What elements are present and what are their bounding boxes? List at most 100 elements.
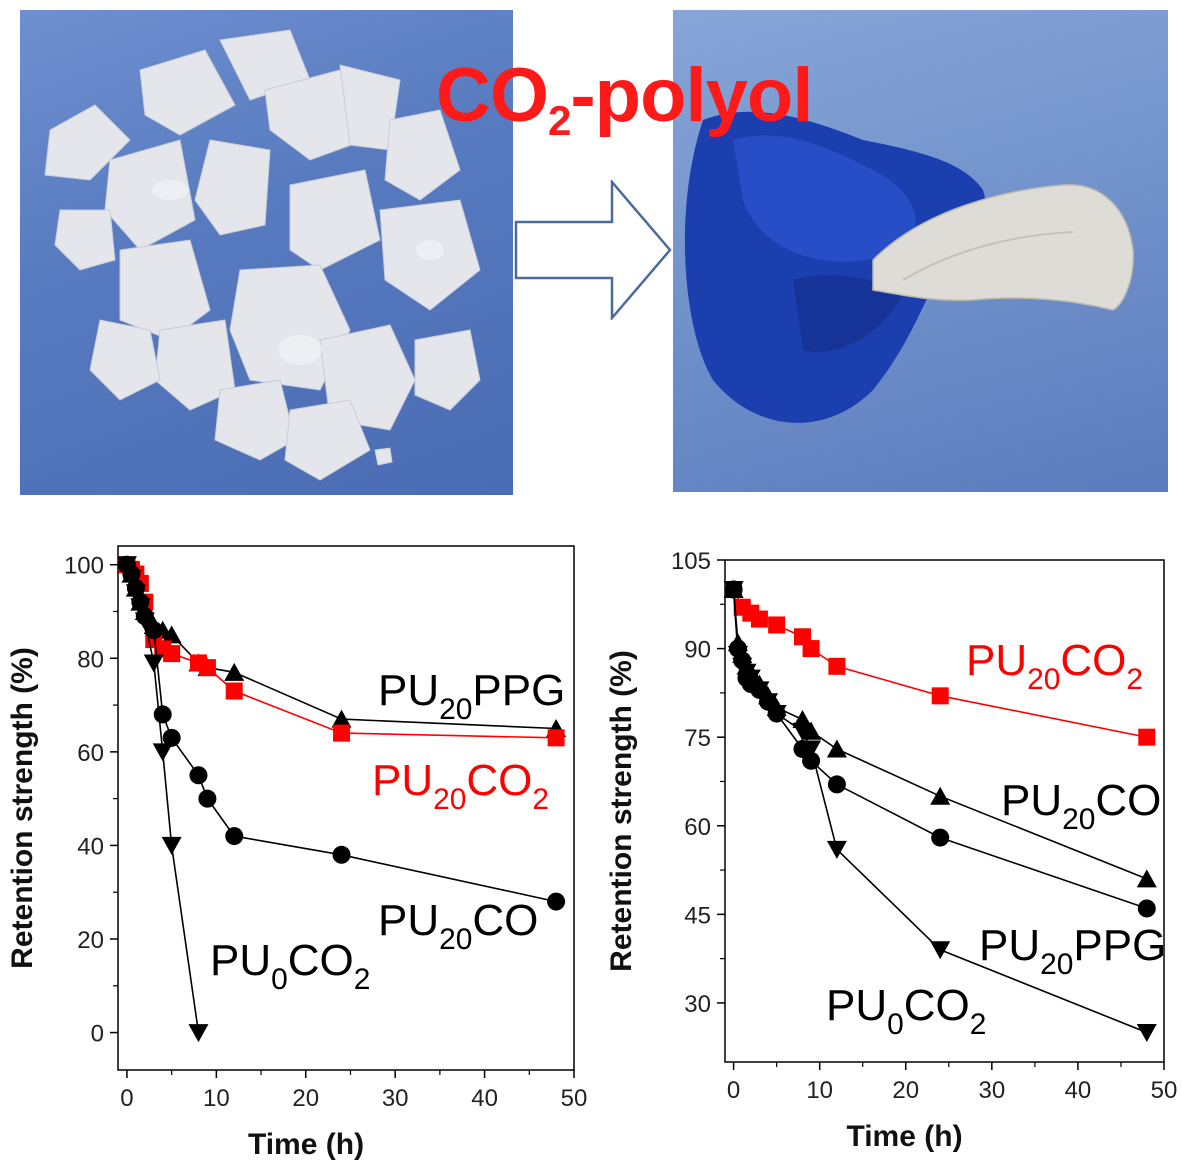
y-tick-label: 105 — [671, 548, 711, 575]
data-point-pu0co2 — [143, 654, 164, 673]
data-point-pu20co2 — [750, 610, 768, 628]
data-point-pu0co2 — [723, 581, 744, 600]
data-point-pu0co2 — [766, 705, 787, 724]
data-point-pu0co2 — [1136, 1023, 1157, 1042]
y-tick-label: 100 — [64, 553, 104, 580]
series-label-pu0co2: PU0CO2 — [210, 936, 370, 996]
data-point-pu20co2 — [333, 724, 351, 742]
data-point-pu20co2 — [198, 659, 216, 677]
chart-right-series — [723, 580, 1157, 1042]
film-fragments-illustration — [44, 29, 481, 481]
right-arrow-icon — [514, 180, 672, 320]
data-point-pu20ppg — [161, 625, 182, 644]
x-tick-label: 20 — [292, 1085, 319, 1112]
x-tick-label: 50 — [561, 1085, 588, 1112]
plot-frame — [724, 559, 1165, 1063]
data-point-pu20co — [547, 892, 566, 911]
chart-left-axes: 0 10 20 30 40 50 0 20 40 60 80 100 Time (h) Retention… — [6, 545, 588, 1161]
series-label-pu20ppg: PU20PPG — [378, 666, 565, 726]
data-point-pu20ppg — [931, 828, 950, 847]
y-tick-label: 40 — [77, 833, 104, 860]
data-point-pu20co — [144, 621, 163, 640]
x-tick-label: 10 — [806, 1077, 833, 1104]
headline-rest: -polyol — [570, 53, 813, 138]
data-point-pu0co2 — [727, 645, 748, 664]
y-tick-label: 60 — [77, 740, 104, 767]
data-point-pu20co — [162, 728, 181, 747]
x-tick-label: 30 — [978, 1077, 1005, 1104]
y-tick-label: 90 — [684, 637, 711, 664]
series-label-pu0co2: PU0CO2 — [826, 981, 986, 1041]
y-tick-label: 45 — [684, 902, 711, 929]
x-tick-label: 40 — [471, 1085, 498, 1112]
data-point-pu20co — [1136, 869, 1157, 888]
chart-left-series — [116, 555, 567, 1043]
photo-flexible-film — [673, 10, 1168, 492]
data-point-pu20co — [930, 786, 951, 805]
data-point-pu0co2 — [152, 743, 173, 762]
y-tick-label: 60 — [684, 814, 711, 841]
series-label-pu20co: PU20CO — [1001, 776, 1161, 836]
headline-main: CO — [436, 53, 549, 138]
data-point-pu20co — [225, 827, 244, 846]
data-point-pu0co2 — [188, 1024, 209, 1043]
data-point-pu0co2 — [161, 836, 182, 855]
data-point-pu20ppg — [224, 662, 245, 681]
x-tick-label: 30 — [382, 1085, 409, 1112]
data-point-pu20co2 — [225, 682, 243, 700]
data-point-pu20ppg — [827, 775, 846, 794]
data-point-pu20ppg — [331, 709, 352, 728]
data-point-pu20co2 — [547, 729, 565, 747]
y-tick-label: 30 — [684, 991, 711, 1018]
data-point-pu20co — [801, 721, 822, 740]
x-tick-label: 10 — [203, 1085, 230, 1112]
x-tick-label: 40 — [1065, 1077, 1092, 1104]
y-tick-label: 0 — [91, 1021, 104, 1048]
data-point-pu0co2 — [125, 584, 146, 603]
data-point-pu20co2 — [768, 616, 786, 634]
data-point-pu0co2 — [116, 556, 137, 575]
gloved-hand-illustration — [684, 111, 1134, 423]
data-point-pu0co2 — [758, 693, 779, 712]
chart-left: 0 10 20 30 40 50 0 20 40 60 80 100 Time (h) Retention… — [6, 545, 588, 1161]
series-label-pu20ppg: PU20PPG — [979, 921, 1166, 981]
data-point-pu0co2 — [130, 598, 151, 617]
data-point-pu0co2 — [749, 681, 770, 700]
data-point-pu20co2 — [1138, 728, 1156, 746]
data-point-pu20co — [198, 789, 217, 808]
chart-right-axes: 0 10 20 30 40 50 30 45 60 75 90 105 Time (h) Retentio… — [605, 548, 1177, 1153]
x-tick-label: 20 — [892, 1077, 919, 1104]
data-point-pu20co2 — [828, 657, 846, 675]
x-tick-label: 50 — [1151, 1077, 1178, 1104]
headline-subscript: 2 — [548, 97, 571, 144]
plot-frame — [117, 545, 575, 1071]
data-point-pu0co2 — [134, 612, 155, 631]
x-axis-label: Time (h) — [846, 1120, 962, 1153]
data-point-pu0co2 — [740, 669, 761, 688]
data-point-pu20co — [189, 766, 208, 785]
data-point-pu20co — [153, 705, 172, 724]
series-label-pu20co: PU20CO — [378, 896, 538, 956]
x-tick-label: 0 — [727, 1077, 740, 1104]
x-axis-label: Time (h) — [248, 1128, 364, 1161]
data-point-pu0co2 — [826, 840, 847, 859]
headline-co2-polyol: CO2-polyol — [436, 58, 813, 144]
series-label-pu20co2: PU20CO2 — [372, 756, 549, 816]
y-tick-label: 75 — [684, 725, 711, 752]
data-point-pu20co2 — [802, 640, 820, 658]
y-tick-label: 20 — [77, 927, 104, 954]
series-label-pu20co2: PU20CO2 — [966, 636, 1143, 696]
data-point-pu20co2 — [931, 687, 949, 705]
y-axis-label: Retention strength (%) — [6, 647, 39, 969]
y-axis-label: Retention strength (%) — [605, 650, 638, 972]
data-point-pu0co2 — [792, 722, 813, 741]
chart-right: 0 10 20 30 40 50 30 45 60 75 90 105 Time (h) Retentio… — [605, 548, 1177, 1153]
data-point-pu0co2 — [930, 941, 951, 960]
data-point-pu20co — [332, 845, 351, 864]
data-point-pu20co — [826, 739, 847, 758]
data-point-pu20ppg — [1137, 899, 1156, 918]
data-point-pu20co2 — [163, 645, 181, 663]
photo-film-fragments — [20, 10, 513, 495]
